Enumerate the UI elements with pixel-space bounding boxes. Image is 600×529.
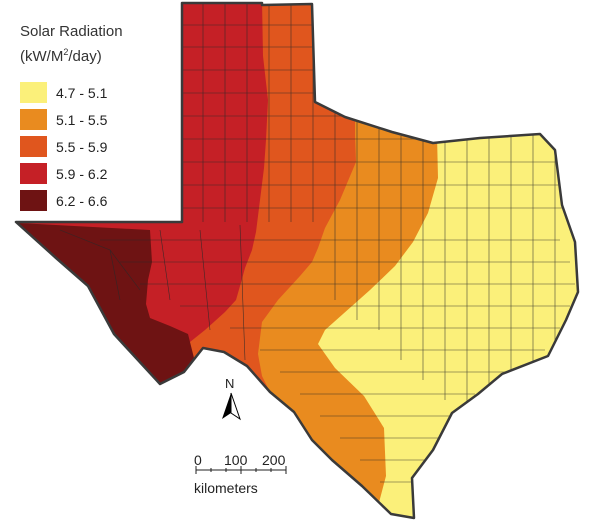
texas-border [14, 1, 580, 520]
legend-title-unit-pre: (kW/M [20, 48, 64, 65]
scale-ticks: 0 100 200 [190, 452, 290, 468]
legend-items: 4.7 - 5.1 5.1 - 5.5 5.5 - 5.9 5.9 - 6.2 6.2 … [20, 79, 123, 214]
legend-swatch [20, 163, 47, 184]
legend-swatch [20, 82, 47, 103]
scale-tick-label: 0 [194, 452, 202, 468]
scale-bar-graphic [195, 466, 287, 474]
legend-item: 5.1 - 5.5 [20, 106, 123, 133]
legend-item: 6.2 - 6.6 [20, 187, 123, 214]
legend-title: Solar Radiation (kW/M2/day) [20, 22, 123, 67]
legend-title-unit-post: /day) [68, 48, 102, 65]
scale-bar: 0 100 200 kilometers [190, 452, 290, 496]
legend-title-line1: Solar Radiation [20, 23, 123, 40]
legend-label: 5.9 - 6.2 [56, 165, 108, 182]
legend-title-unit-sup: 2 [63, 47, 69, 57]
legend-swatch [20, 109, 47, 130]
legend-item: 4.7 - 5.1 [20, 79, 123, 106]
scale-unit: kilometers [194, 480, 258, 496]
legend-swatch [20, 190, 47, 211]
scale-tick-label: 200 [262, 452, 286, 468]
legend-title-line2: (kW/M2/day) [20, 42, 123, 67]
scale-tick-label: 100 [224, 452, 248, 468]
north-arrow-icon [222, 392, 241, 421]
county-grid [59, 3, 575, 483]
north-label: N [225, 376, 235, 391]
legend-item: 5.9 - 6.2 [20, 160, 123, 187]
legend-label: 5.1 - 5.5 [56, 111, 108, 128]
legend-label: 6.2 - 6.6 [56, 192, 108, 209]
legend-item: 5.5 - 5.9 [20, 133, 123, 160]
legend-swatch [20, 136, 47, 157]
legend-label: 5.5 - 5.9 [56, 138, 108, 155]
legend-label: 4.7 - 5.1 [56, 84, 108, 101]
legend: Solar Radiation (kW/M2/day) 4.7 - 5.1 5.1… [20, 22, 123, 214]
